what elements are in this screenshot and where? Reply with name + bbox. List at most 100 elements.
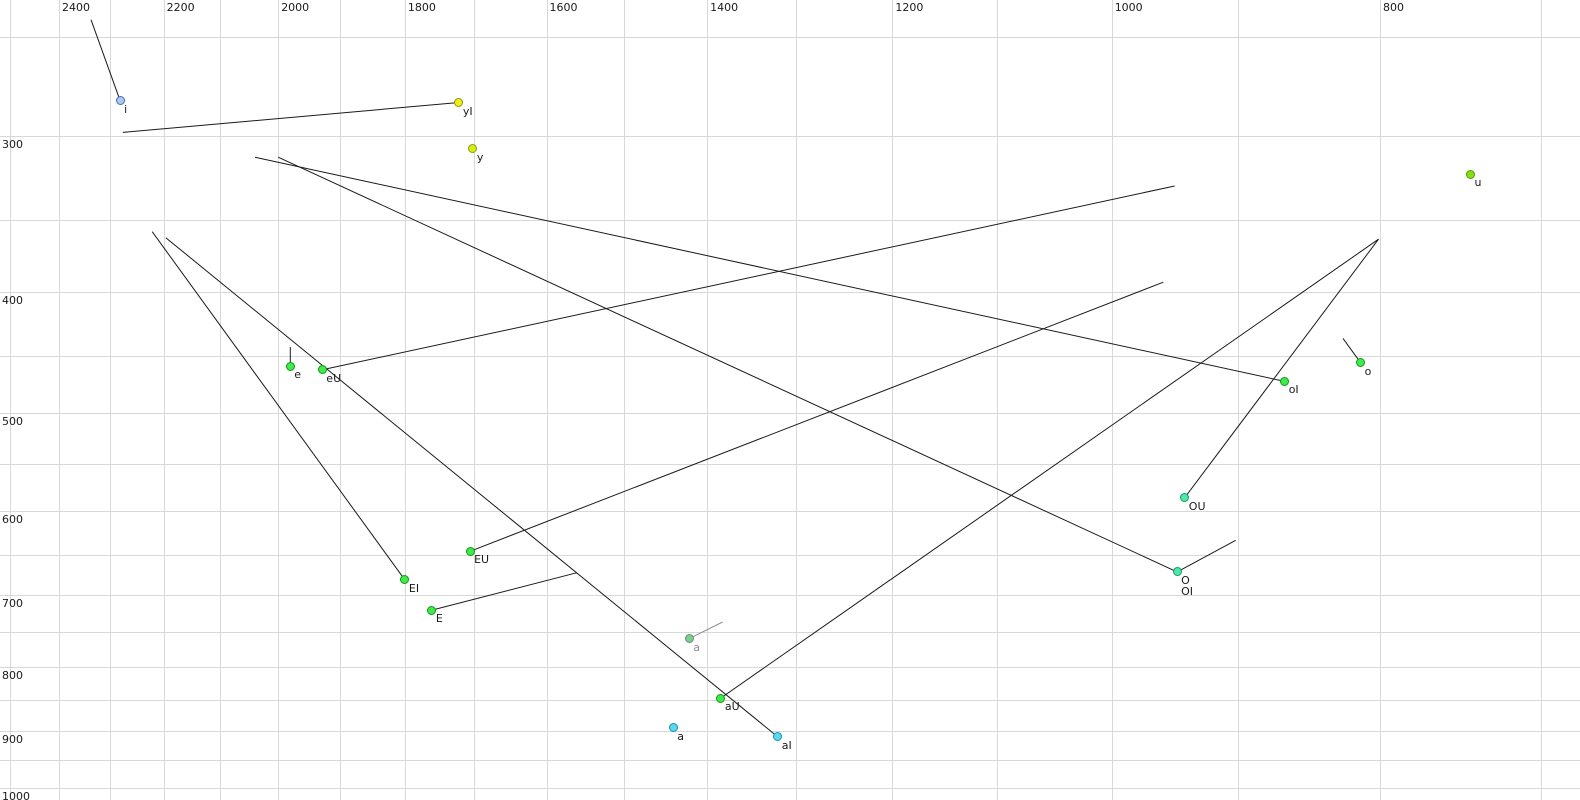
vowel-point-oI[interactable]	[1280, 376, 1290, 386]
vowel-label-u: u	[1474, 176, 1482, 190]
glide-line-yI	[122, 102, 459, 133]
gridline-y-850	[0, 699, 1580, 701]
gridline-x-2100	[219, 0, 221, 800]
gridline-x-2300	[110, 0, 112, 800]
gridline-x-1300	[796, 0, 798, 800]
x-axis-tick-2000: 2000	[281, 1, 310, 14]
gridline-x-1400	[707, 0, 709, 800]
gridline-x-1800	[404, 0, 406, 800]
gridline-y-650	[0, 554, 1580, 556]
vowel-label-eU: eU	[326, 371, 342, 385]
gridline-y-700	[0, 594, 1580, 596]
vowel-label-OI: OI	[1181, 584, 1193, 598]
vowel-point-o[interactable]	[1356, 358, 1366, 368]
x-axis-tick-1800: 1800	[407, 1, 436, 14]
glide-line-eU	[322, 185, 1175, 371]
glide-line-oI	[254, 156, 1285, 382]
glide-line-aU	[720, 238, 1379, 699]
vowel-point-O[interactable]	[1172, 567, 1182, 577]
gridline-y-600	[0, 511, 1580, 513]
x-axis-tick-800: 800	[1383, 1, 1404, 14]
vowel-label-o: o	[1364, 364, 1372, 378]
vowel-label-yI: yI	[462, 104, 473, 118]
x-axis-tick-1000: 1000	[1114, 1, 1143, 14]
gridline-x-800	[1380, 0, 1381, 800]
x-axis-tick-2400: 2400	[62, 1, 90, 14]
vowel-label-aI: aI	[781, 738, 792, 752]
glide-line-OU	[1184, 238, 1379, 498]
gridline-x-2500	[9, 0, 11, 800]
gridline-y-1000	[0, 788, 1580, 789]
x-axis-tick-1400: 1400	[710, 1, 739, 14]
x-axis-tick-1600: 1600	[549, 1, 578, 14]
vowel-point-e[interactable]	[285, 361, 295, 371]
gridline-y-400	[0, 291, 1580, 293]
vowel-point-OU[interactable]	[1180, 493, 1190, 503]
gridline-x-1500	[624, 0, 626, 800]
vowel-point-EI[interactable]	[400, 575, 410, 585]
gridline-y-800	[0, 667, 1580, 669]
y-axis-tick-500: 500	[2, 414, 23, 428]
y-axis-tick-700: 700	[2, 596, 23, 610]
gridline-x-1100	[997, 0, 999, 800]
glide-line-O	[1176, 539, 1236, 573]
gridline-x-2200	[163, 0, 165, 800]
gridline-x-700	[1540, 0, 1542, 800]
gridline-x-1900	[339, 0, 341, 800]
vowel-label-a: a	[693, 640, 700, 654]
glide-line-EU	[469, 281, 1164, 552]
x-axis-tick-1200: 1200	[895, 1, 924, 14]
vowel-label-a: a	[677, 729, 684, 743]
y-axis-tick-400: 400	[2, 293, 23, 307]
vowel-point-aI[interactable]	[773, 732, 783, 742]
gridline-x-2000	[278, 0, 280, 800]
vowel-point-E[interactable]	[427, 605, 437, 615]
y-axis-tick-900: 900	[2, 732, 23, 746]
y-axis-tick-800: 800	[2, 669, 23, 683]
vowel-point-a[interactable]	[668, 723, 678, 733]
gridline-y-900	[0, 730, 1580, 732]
vowel-point-i[interactable]	[115, 96, 125, 106]
vowel-point-u[interactable]	[1466, 169, 1475, 179]
gridline-y-300	[0, 136, 1580, 137]
vowel-label-E: E	[435, 612, 443, 626]
vowel-point-y[interactable]	[468, 144, 478, 153]
vowel-label-OU: OU	[1188, 499, 1206, 513]
gridline-y-450	[0, 355, 1580, 357]
vowel-point-aU[interactable]	[716, 693, 726, 703]
vowel-label-aU: aU	[724, 700, 740, 713]
vowel-point-eU[interactable]	[317, 365, 327, 375]
y-axis-tick-1000: 1000	[2, 790, 30, 800]
vowel-label-EU: EU	[474, 553, 490, 567]
gridline-x-1700	[473, 0, 475, 800]
gridline-y-550	[0, 464, 1580, 466]
gridline-y-250	[0, 37, 1580, 39]
vowel-label-y: y	[476, 150, 484, 164]
glide-line-i	[90, 19, 121, 101]
gridline-x-900	[1238, 0, 1240, 800]
vowel-point-a[interactable]	[684, 634, 694, 644]
gridline-y-950	[0, 760, 1580, 762]
vowel-label-e: e	[294, 368, 302, 382]
glide-line-E	[431, 572, 578, 611]
gridline-x-2400	[59, 0, 60, 800]
vowel-label-O: O	[1181, 573, 1190, 587]
y-axis-tick-300: 300	[2, 138, 23, 151]
glide-line-aI	[165, 237, 779, 738]
glide-line-a	[688, 621, 723, 640]
glide-line-O-1	[277, 156, 1178, 573]
vowel-point-yI[interactable]	[454, 98, 464, 107]
gridline-x-1000	[1111, 0, 1113, 800]
gridline-y-750	[0, 632, 1580, 634]
glide-line-EI	[151, 231, 406, 581]
vowel-label-oI: oI	[1288, 383, 1299, 397]
gridline-x-1200	[892, 0, 894, 800]
y-axis-tick-600: 600	[2, 513, 23, 527]
gridline-y-500	[0, 412, 1580, 414]
vowel-point-EU[interactable]	[465, 546, 475, 556]
gridline-y-350	[0, 219, 1580, 221]
gridline-x-1600	[546, 0, 548, 800]
vowel-label-i: i	[124, 102, 128, 116]
